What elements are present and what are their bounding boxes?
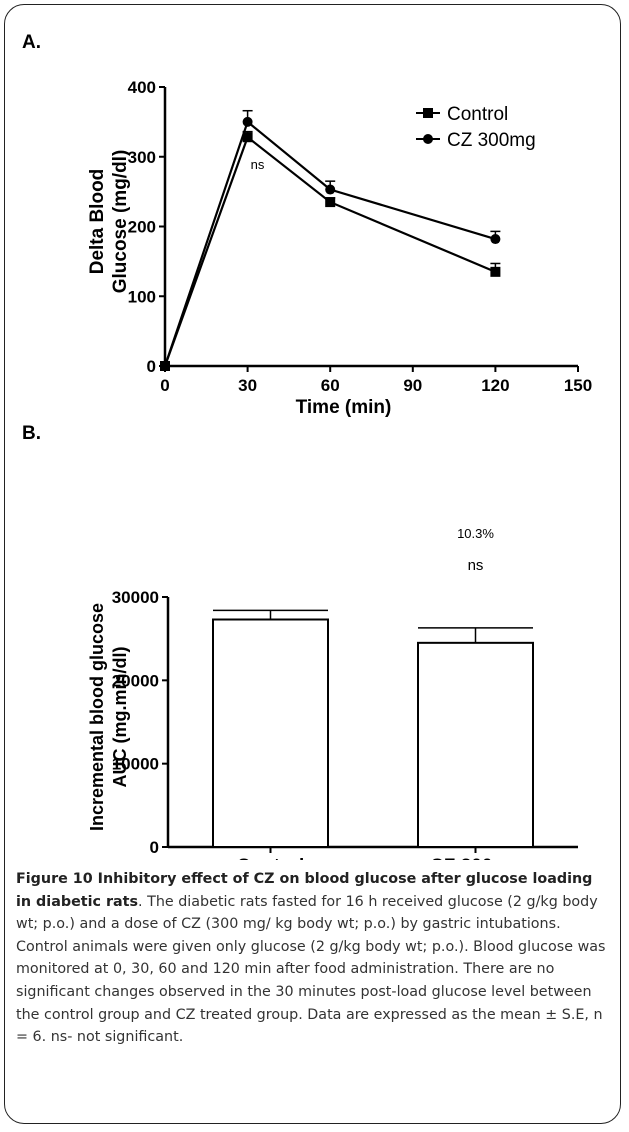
y-axis-label-line2: AUC (mg.min/dl) xyxy=(110,647,130,788)
panel-a-label: A. xyxy=(22,32,41,53)
y-axis-label-line1: Incremental blood glucose xyxy=(87,603,107,831)
panel-b-label: B. xyxy=(22,423,41,444)
legend-label: Control xyxy=(447,104,508,125)
data-point-circle xyxy=(242,116,253,127)
bar-chart: 0 10000 20000 30000 Control CZ 300mg 10.3% ns In… xyxy=(87,526,578,860)
legend-label: CZ 300mg xyxy=(447,130,536,151)
y-tick-label: 20000 xyxy=(112,671,159,690)
legend-marker-circle xyxy=(423,134,433,144)
series-line-2 xyxy=(163,120,496,367)
significance-annotation: ns xyxy=(251,157,265,172)
x-tick-label: 150 xyxy=(564,376,592,395)
series-line-1 xyxy=(163,135,496,367)
y-tick-label: 10000 xyxy=(112,755,159,774)
bar xyxy=(417,641,534,848)
x-axis-label: Time (min) xyxy=(296,397,392,418)
x-tick-label: 60 xyxy=(321,376,340,395)
y-tick-label: 200 xyxy=(128,218,156,237)
data-point-square xyxy=(242,132,253,143)
x-tick-label: 120 xyxy=(481,376,509,395)
figure-caption: Figure 10 Inhibitory effect of CZ on blo… xyxy=(16,868,612,1049)
legend-marker-square xyxy=(423,108,433,118)
y-tick-label: 30000 xyxy=(112,588,159,607)
percent-annotation: 10.3% xyxy=(457,526,494,541)
x-tick-label: 0 xyxy=(160,376,169,395)
data-point-circle xyxy=(490,234,501,245)
x-tick-label: 90 xyxy=(403,376,422,395)
data-point-square xyxy=(325,197,336,208)
figure-frame xyxy=(4,4,621,1124)
x-tick-label: 30 xyxy=(238,376,257,395)
data-point-square xyxy=(490,266,501,277)
y-tick-label: 0 xyxy=(147,357,156,376)
bar xyxy=(212,618,329,848)
x-tick-label: CZ 300mg xyxy=(430,856,521,860)
line-chart: 0 100 200 300 400 0 30 60 90 120 150 Time (min) Delt… xyxy=(87,78,592,418)
y-tick-label: 300 xyxy=(128,148,156,167)
y-tick-label: 100 xyxy=(128,287,156,306)
y-axis-label-line2: Glucose (mg/dl) xyxy=(110,150,131,294)
y-tick-label: 400 xyxy=(128,78,156,97)
data-point-circle xyxy=(160,361,170,371)
significance-annotation: ns xyxy=(468,557,484,574)
data-point-circle xyxy=(325,184,336,195)
caption-title: Figure 10 Inhibitory effect of CZ on blo… xyxy=(16,871,593,910)
y-axis-label-line1: Delta Blood xyxy=(87,169,108,275)
y-tick-label: 0 xyxy=(150,838,159,857)
caption-body: . The diabetic rats fasted for 16 h rece… xyxy=(16,893,606,1046)
x-tick-label: Control xyxy=(237,856,305,860)
